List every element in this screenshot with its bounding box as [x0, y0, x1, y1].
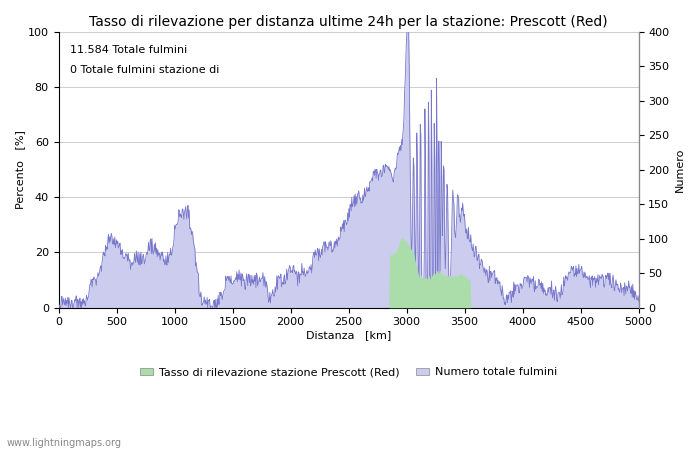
- Text: www.lightningmaps.org: www.lightningmaps.org: [7, 438, 122, 448]
- Y-axis label: Numero: Numero: [675, 148, 685, 192]
- Y-axis label: Percento   [%]: Percento [%]: [15, 130, 25, 209]
- Title: Tasso di rilevazione per distanza ultime 24h per la stazione: Prescott (Red): Tasso di rilevazione per distanza ultime…: [89, 15, 608, 29]
- Text: 11.584 Totale fulmini: 11.584 Totale fulmini: [70, 45, 188, 55]
- Legend: Tasso di rilevazione stazione Prescott (Red), Numero totale fulmini: Tasso di rilevazione stazione Prescott (…: [135, 363, 561, 382]
- Text: 0 Totale fulmini stazione di: 0 Totale fulmini stazione di: [70, 65, 220, 75]
- X-axis label: Distanza   [km]: Distanza [km]: [306, 330, 391, 340]
